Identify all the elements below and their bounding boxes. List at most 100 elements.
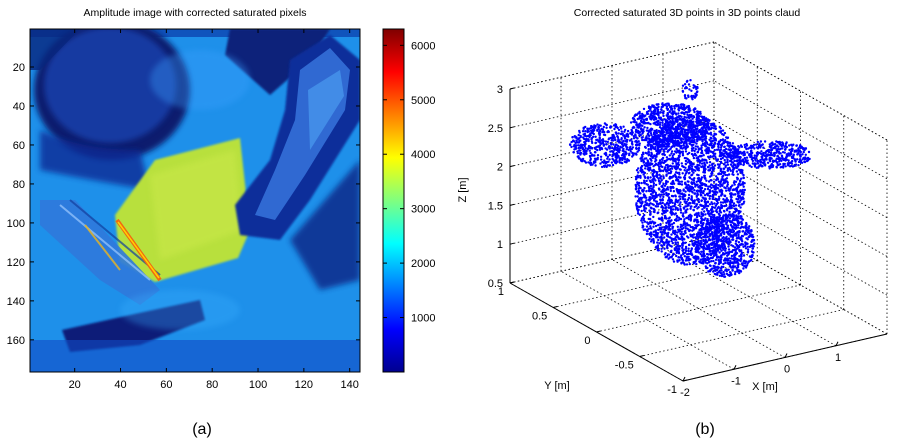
data-point: [738, 230, 741, 233]
data-point: [719, 185, 722, 188]
data-point: [729, 230, 732, 233]
data-point: [614, 131, 618, 134]
data-point: [663, 138, 666, 141]
data-point: [665, 238, 668, 241]
data-point: [709, 215, 713, 219]
data-point: [648, 232, 651, 236]
data-point: [704, 198, 707, 201]
data-point: [737, 194, 741, 198]
data-point: [759, 160, 762, 164]
data-point: [673, 202, 676, 205]
data-point: [716, 245, 719, 248]
data-point: [602, 144, 605, 147]
data-point: [683, 218, 686, 221]
data-point: [685, 216, 688, 220]
data-point: [668, 154, 671, 157]
data-point: [709, 140, 712, 143]
data-point: [655, 129, 658, 132]
data-point: [727, 188, 730, 192]
data-point: [685, 222, 689, 225]
data-point: [661, 138, 664, 141]
data-point: [583, 134, 587, 137]
data-point: [756, 159, 760, 163]
data-point: [728, 241, 731, 245]
data-point: [776, 150, 779, 153]
data-point: [676, 231, 679, 234]
data-point: [640, 196, 644, 199]
data-point: [696, 183, 699, 186]
data-point: [688, 107, 691, 110]
data-point: [733, 258, 736, 261]
data-point: [692, 156, 696, 160]
data-point: [682, 261, 685, 264]
data-point: [634, 128, 638, 132]
data-point: [635, 141, 639, 144]
data-point: [677, 199, 680, 202]
data-point: [665, 105, 669, 108]
data-point: [662, 195, 665, 199]
data-point: [739, 215, 742, 218]
data-point: [731, 150, 735, 154]
data-point: [697, 241, 700, 245]
data-point: [697, 189, 701, 193]
y-tick-label: 40: [13, 101, 25, 113]
data-point: [657, 238, 660, 242]
data-point: [650, 227, 653, 230]
data-point: [656, 148, 660, 151]
data-point: [647, 150, 650, 153]
data-point: [788, 144, 791, 147]
data-point: [575, 147, 578, 150]
data-point: [642, 209, 646, 212]
data-point: [707, 239, 710, 242]
data-point: [785, 155, 788, 158]
data-point: [609, 150, 612, 153]
data-point: [734, 180, 738, 183]
data-point: [657, 116, 661, 119]
data-point: [683, 221, 686, 224]
data-point: [602, 125, 605, 129]
data-point: [717, 184, 720, 187]
data-point: [698, 180, 702, 184]
data-point: [724, 257, 727, 260]
data-point: [760, 150, 763, 153]
data-point: [664, 104, 667, 107]
data-point: [665, 121, 668, 125]
data-point: [785, 158, 788, 161]
data-point: [728, 141, 732, 145]
data-point: [737, 241, 741, 244]
data-point: [657, 249, 660, 252]
data-point: [645, 225, 649, 228]
data-point: [674, 136, 677, 140]
data-point: [685, 122, 688, 126]
data-point: [680, 258, 684, 261]
data-point: [694, 224, 697, 227]
data-point: [698, 147, 701, 150]
data-point: [740, 145, 744, 148]
data-point: [721, 175, 724, 179]
data-point: [697, 251, 700, 254]
data-point: [700, 154, 703, 158]
data-point: [751, 239, 754, 242]
data-point: [647, 204, 650, 207]
data-point: [802, 148, 805, 151]
data-point: [667, 104, 671, 107]
data-point: [682, 124, 685, 128]
data-point: [703, 247, 707, 250]
data-point: [717, 145, 720, 148]
data-point: [690, 178, 693, 181]
data-point: [678, 168, 682, 171]
data-point: [616, 147, 620, 150]
data-point: [701, 208, 704, 211]
data-point: [662, 211, 666, 215]
data-point: [740, 249, 743, 252]
data-point: [776, 154, 779, 158]
data-point: [583, 160, 586, 163]
data-point: [762, 146, 765, 149]
data-point: [742, 176, 745, 179]
data-point: [594, 147, 597, 150]
data-point: [667, 240, 671, 243]
data-point: [692, 115, 695, 118]
data-point: [619, 141, 623, 145]
data-point: [675, 250, 678, 254]
data-point: [635, 123, 638, 127]
